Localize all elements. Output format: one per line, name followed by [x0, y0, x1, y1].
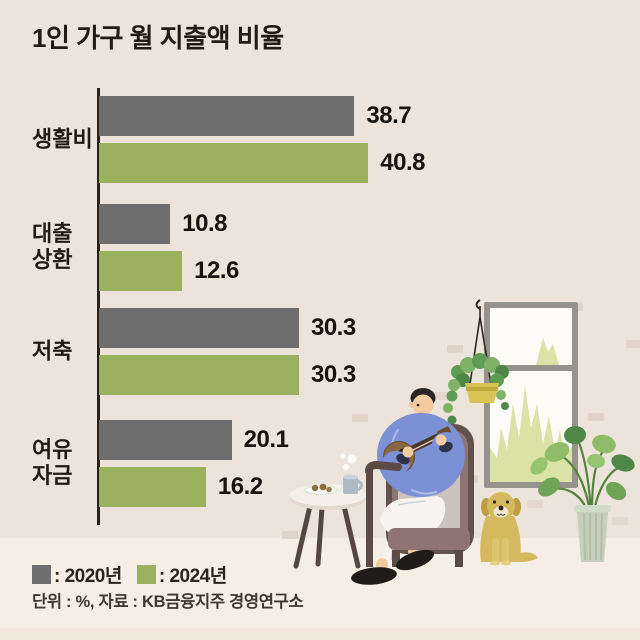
legend-label-2024: : 2024년: [158, 566, 227, 587]
bar-value: 40.8: [380, 149, 425, 176]
bar-2024년: 16.2: [99, 467, 263, 507]
tree-silhouette-upper: [536, 338, 559, 365]
source-note: 단위 : %, 자료 : KB금융지주 경영연구소: [32, 593, 304, 611]
dog-eye: [492, 500, 497, 504]
page-title: 1인 가구 월 지출액 비율: [32, 23, 284, 53]
bar-group: 생활비 38.7 40.8: [0, 96, 640, 183]
dog-body: [480, 516, 521, 562]
steam: [340, 453, 357, 470]
hanging-plant: [443, 299, 509, 445]
bar-value: 16.2: [217, 473, 263, 500]
bar-value: 30.3: [310, 314, 356, 341]
window: [484, 302, 578, 488]
bar-group: 대출 상환 10.8 12.6: [0, 204, 640, 291]
legend-swatch-2024: [136, 565, 156, 584]
left-hand: [402, 446, 414, 458]
bar-2020년: 20.1: [99, 420, 289, 460]
chart-legend: : 2020년 : 2024년: [32, 561, 227, 588]
bar-value: 30.3: [310, 361, 356, 388]
bar-value: 12.6: [194, 257, 239, 284]
bar-group: 여유 자금 20.1 16.2: [0, 420, 640, 507]
bar-value: 38.7: [366, 102, 412, 129]
right-hand: [435, 434, 447, 446]
category-label: 여유 자금: [32, 436, 73, 489]
face: [412, 394, 434, 416]
mug: [340, 453, 363, 494]
dog-nose: [498, 505, 504, 511]
legend-item-2020: : 2020년: [32, 561, 122, 588]
category-label: 저축: [32, 338, 73, 364]
category-label: 생활비: [32, 126, 93, 152]
legend-label-2020: : 2020년: [54, 566, 122, 587]
potted-plant: [530, 425, 635, 562]
bar-2024년: 30.3: [99, 355, 356, 395]
legend-swatch-2020: [32, 565, 51, 584]
bar-2024년: 12.6: [99, 251, 239, 291]
bar-2020년: 10.8: [99, 204, 227, 244]
side-table: [290, 453, 366, 569]
bar-2024년: 40.8: [99, 143, 425, 183]
dog-eye: [505, 500, 510, 504]
bar-2020년: 30.3: [99, 308, 356, 348]
eye: [416, 403, 420, 407]
bar-group: 저축 30.3 30.3: [0, 308, 640, 395]
bar-value: 10.8: [182, 210, 227, 237]
chart-axis: [97, 88, 100, 525]
bar-value: 20.1: [243, 426, 289, 453]
slippers: [351, 549, 434, 585]
armchair-front: [365, 460, 470, 567]
dog: [480, 492, 538, 566]
legend-item-2024: : 2024년: [136, 561, 227, 588]
cookie-plate: [304, 483, 338, 496]
category-label: 대출 상환: [32, 220, 73, 273]
bar-2020년: 38.7: [99, 96, 412, 136]
